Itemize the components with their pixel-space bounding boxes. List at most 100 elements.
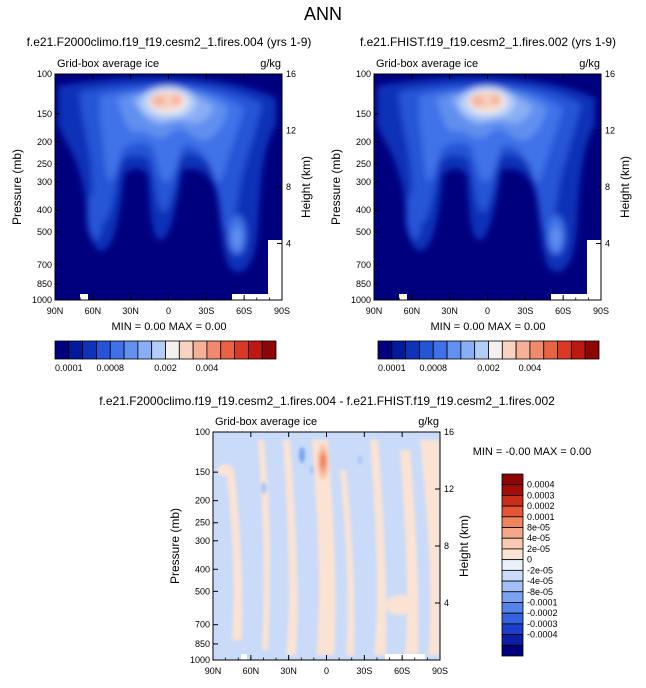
panel-2-missing-surface [551, 294, 587, 300]
y-right-axis-title: Height (km) [457, 515, 471, 577]
diff-pos-blob-1 [217, 464, 233, 476]
y-right-tick-label: 12 [605, 125, 615, 135]
diff-pos-5 [340, 470, 355, 655]
panel-2-missing-south [587, 240, 601, 300]
colorbar-box [123, 340, 139, 360]
panel-2-units-label: g/kg [579, 58, 600, 70]
x-tick-label: 30S [517, 306, 533, 316]
colorbar-box [178, 340, 194, 360]
x-tick-label: 30S [198, 306, 214, 316]
diff-max-inner [320, 454, 326, 468]
y-right-tick-label: 8 [286, 182, 291, 192]
diff-pos-7 [400, 450, 419, 655]
diff-pos-1 [226, 470, 243, 640]
y-tick-label: 200 [356, 137, 371, 147]
y-tick-label: 500 [37, 227, 52, 237]
colorbar-box [165, 340, 180, 360]
colorbar-label: 0.004 [519, 363, 542, 373]
colorbar-box [584, 340, 600, 360]
y-tick-label: 850 [37, 279, 52, 289]
x-tick-label: 30N [122, 306, 139, 316]
panel-1-missing-nh [80, 294, 88, 300]
panel-1-contours [58, 76, 276, 272]
y-tick-label: 150 [195, 467, 210, 477]
colorbar-box [96, 340, 111, 360]
colorbar-box [501, 602, 524, 614]
x-tick-label: 90S [432, 666, 448, 676]
y-tick-label: 300 [356, 177, 371, 187]
colorbar-box [501, 548, 524, 561]
y-right-tick-label: 16 [605, 69, 615, 79]
colorbar-label: 0.0003 [527, 490, 555, 500]
colorbar-label: -2e-05 [527, 565, 553, 575]
diff-neg-2 [261, 482, 267, 494]
y-tick-label: 400 [356, 205, 371, 215]
y-tick-label: 300 [195, 536, 210, 546]
colorbar-label: 0.0002 [527, 501, 555, 511]
colorbar-box [192, 340, 208, 360]
colorbar-box [501, 569, 524, 582]
panel-3-colorbar: 0.00040.00030.00020.00018e-054e-052e-050… [501, 473, 558, 657]
colorbar-label: -0.0002 [527, 608, 558, 618]
colorbar-label: 0 [527, 555, 532, 565]
ice-level-9 [151, 95, 165, 107]
colorbar-box [501, 612, 524, 625]
y-tick-label: 100 [356, 69, 371, 79]
colorbar-label: 8e-05 [527, 523, 550, 533]
y-tick-label: 500 [195, 586, 210, 596]
ice-level-9b [490, 95, 502, 105]
panel-3-units-label: g/kg [418, 416, 439, 428]
colorbar-box [405, 340, 420, 360]
colorbar-label: 0.002 [477, 363, 500, 373]
x-tick-label: 90N [205, 666, 222, 676]
colorbar-label: -4e-05 [527, 576, 553, 586]
y-axis-title: Pressure (mb) [168, 508, 182, 584]
colorbar-box [501, 473, 524, 486]
colorbar-box [501, 623, 524, 635]
y-tick-label: 100 [37, 69, 52, 79]
panel-1-missing-south [268, 240, 282, 300]
y-tick-label: 850 [356, 279, 371, 289]
y-tick-label: 200 [37, 137, 52, 147]
panel-1-colorbar: 0.0001 0.0008 0.002 0.004 [54, 340, 277, 373]
colorbar-box [501, 634, 524, 646]
y-right-tick-label: 12 [286, 125, 296, 135]
diff-pos-4 [312, 440, 336, 655]
colorbar-label: -0.0003 [527, 619, 558, 629]
x-tick-label: 90N [47, 306, 64, 316]
panel-2-min-max: MIN = 0.00 MAX = 0.00 [431, 321, 546, 333]
colorbar-box [474, 340, 489, 360]
colorbar-box [82, 340, 97, 360]
colorbar-box [54, 340, 70, 360]
panel-3-missing-nh [241, 654, 247, 660]
x-tick-label: 30N [280, 666, 297, 676]
y-tick-label: 700 [195, 620, 210, 630]
panel-1-min-max: MIN = 0.00 MAX = 0.00 [112, 321, 227, 333]
x-tick-label: 0 [485, 306, 490, 316]
colorbar-box [446, 340, 462, 360]
x-tick-label: 60N [243, 666, 260, 676]
colorbar-box [501, 644, 524, 657]
colorbar-label: -0.0004 [527, 630, 558, 640]
y-right-tick-label: 8 [605, 182, 610, 192]
x-tick-label: 60S [555, 306, 571, 316]
diff-neg-1 [299, 447, 305, 463]
colorbar-box [501, 591, 524, 603]
colorbar-box [419, 340, 434, 360]
colorbar-box [501, 537, 524, 550]
ice-lobe-sh-core [232, 226, 242, 250]
diff-pos-6 [370, 440, 387, 655]
y-right-axis-title: Height (km) [299, 156, 313, 218]
ice-level-9b [171, 95, 183, 105]
colorbar-box [137, 340, 153, 360]
y-right-tick-label: 16 [286, 69, 296, 79]
y-tick-label: 400 [37, 205, 52, 215]
colorbar-label: 0.0001 [55, 363, 83, 373]
colorbar-box [432, 340, 448, 360]
panel-2-title: f.e21.FHIST.f19_f19.cesm2_1.fires.002 (y… [360, 35, 616, 49]
y-tick-label: 700 [356, 260, 371, 270]
panel-1-field [55, 74, 282, 300]
y-right-tick-label: 12 [444, 484, 454, 494]
colorbar-label: 2e-05 [527, 544, 550, 554]
colorbar-label: 4e-05 [527, 533, 550, 543]
